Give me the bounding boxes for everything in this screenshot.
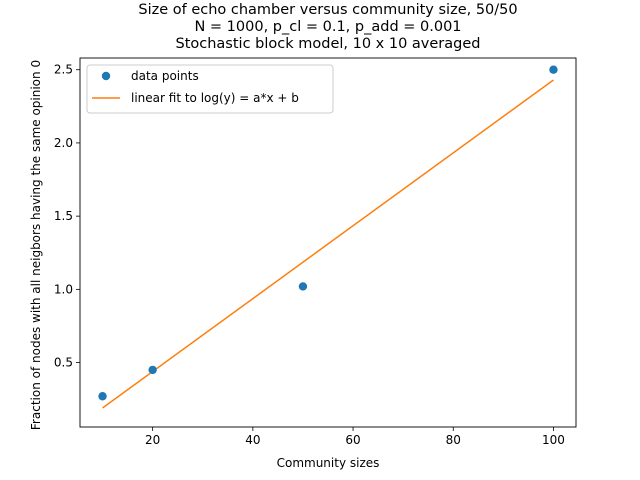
fit-line (102, 79, 554, 409)
y-tick-label: 0.5 (54, 356, 73, 370)
x-tick-label: 100 (542, 433, 565, 447)
legend-label-fit-line: linear fit to log(y) = a*x + b (131, 91, 299, 105)
plot-area: 20 40 60 80 100 0.5 1.0 1.5 2.0 2.5 (54, 57, 577, 447)
legend-box (86, 64, 334, 114)
y-tick-label: 2.0 (54, 136, 73, 150)
x-tick-label: 60 (345, 433, 360, 447)
x-tick-label: 20 (145, 433, 160, 447)
chart-title: Size of echo chamber versus community si… (138, 2, 517, 52)
data-point (549, 65, 558, 74)
y-tick-label: 2.5 (54, 63, 73, 77)
data-point (298, 282, 308, 291)
title-line-1: Size of echo chamber versus community si… (138, 2, 517, 18)
title-line-3: Stochastic block model, 10 x 10 averaged (176, 36, 481, 52)
axes-frame (79, 57, 577, 428)
x-axis-label: Community sizes (277, 456, 380, 470)
x-tick-label: 40 (245, 433, 260, 447)
legend-marker-data-points (101, 71, 111, 81)
y-tick-label: 1.5 (54, 209, 73, 223)
title-line-2: N = 1000, p_cl = 0.1, p_add = 0.001 (194, 19, 461, 35)
data-point (148, 365, 157, 375)
legend: data points linear fit to log(y) = a*x + … (86, 64, 334, 114)
x-tick-label: 80 (446, 433, 461, 447)
legend-label-data-points: data points (131, 69, 199, 83)
y-axis-label: Fraction of nodes with all neigbors havi… (29, 60, 43, 430)
data-point (98, 392, 107, 401)
y-tick-label: 1.0 (54, 282, 73, 296)
